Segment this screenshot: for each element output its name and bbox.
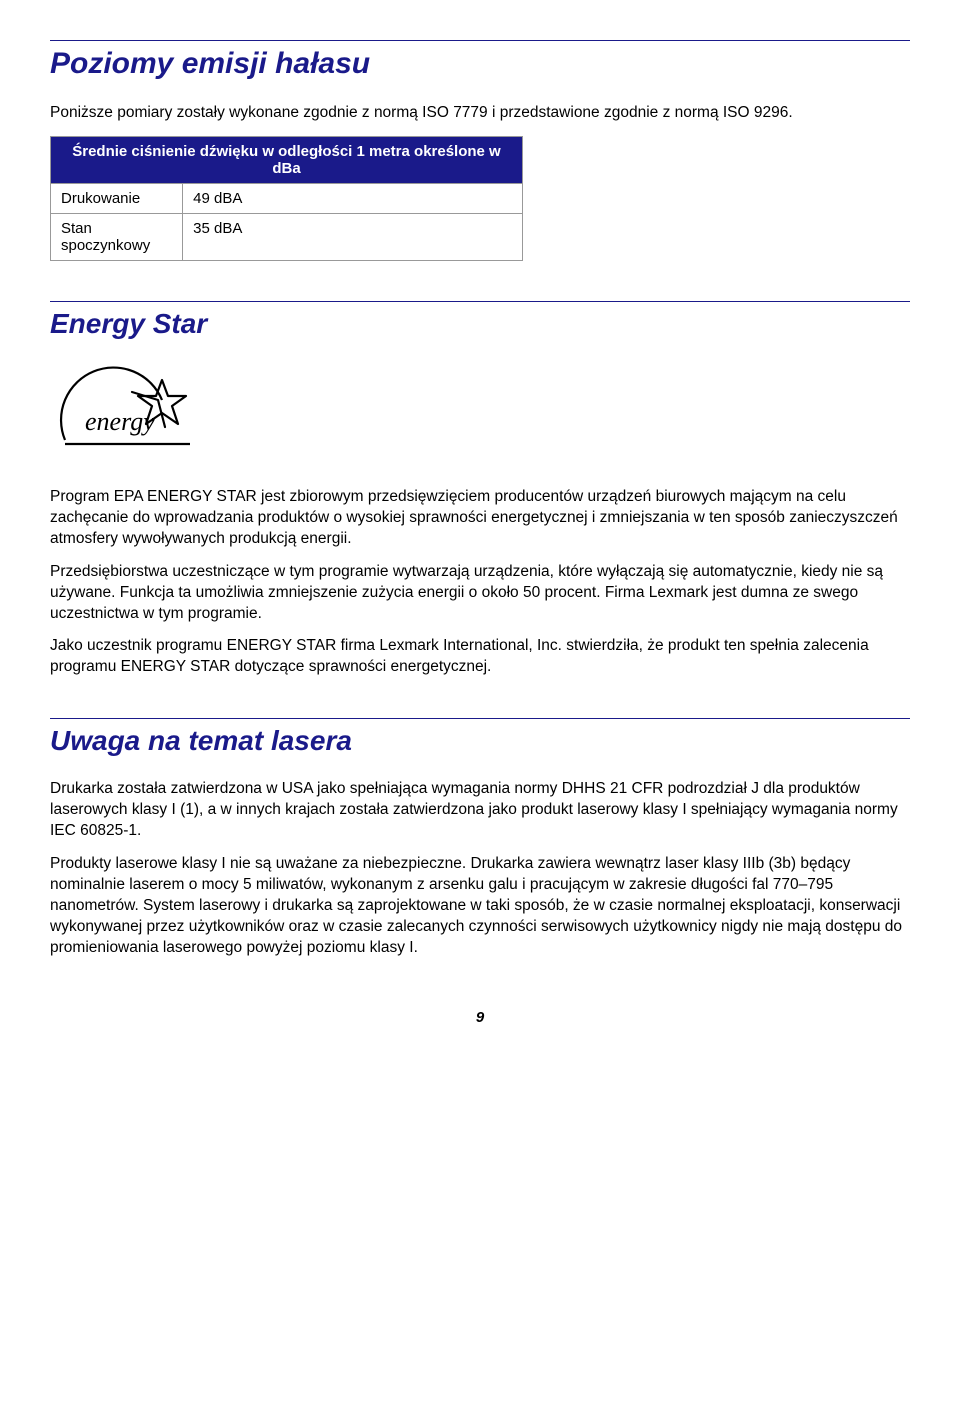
noise-row-label: Stan spoczynkowy — [51, 213, 183, 260]
page-number: 9 — [50, 1009, 910, 1026]
svg-text:energy: energy — [85, 407, 155, 436]
energystar-para: Jako uczestnik programu ENERGY STAR firm… — [50, 636, 910, 678]
heading-energystar: Energy Star — [50, 308, 910, 340]
laser-para: Drukarka została zatwierdzona w USA jako… — [50, 779, 910, 842]
energystar-logo: energy — [50, 362, 910, 467]
energystar-para: Przedsiębiorstwa uczestniczące w tym pro… — [50, 562, 910, 625]
section-rule — [50, 301, 910, 302]
noise-row-value: 35 dBA — [183, 213, 523, 260]
noise-table-header: Średnie ciśnienie dźwięku w odległości 1… — [51, 136, 523, 183]
heading-noise: Poziomy emisji hałasu — [50, 47, 910, 81]
section-rule — [50, 718, 910, 719]
laser-para: Produkty laserowe klasy I nie są uważane… — [50, 854, 910, 959]
noise-row-value: 49 dBA — [183, 183, 523, 213]
table-row: Stan spoczynkowy 35 dBA — [51, 213, 523, 260]
heading-laser: Uwaga na temat lasera — [50, 725, 910, 757]
noise-intro: Poniższe pomiary zostały wykonane zgodni… — [50, 103, 910, 124]
table-row: Drukowanie 49 dBA — [51, 183, 523, 213]
noise-table: Średnie ciśnienie dźwięku w odległości 1… — [50, 136, 523, 261]
energystar-para: Program EPA ENERGY STAR jest zbiorowym p… — [50, 487, 910, 550]
noise-row-label: Drukowanie — [51, 183, 183, 213]
section-rule — [50, 40, 910, 41]
